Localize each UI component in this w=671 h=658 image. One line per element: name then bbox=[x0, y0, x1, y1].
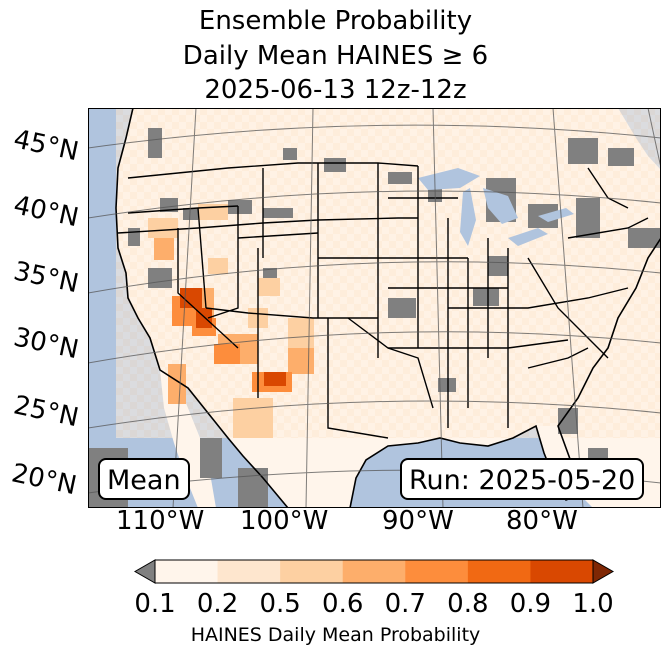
colorbar-cell bbox=[342, 560, 406, 583]
lat-label-20: 20°N bbox=[8, 458, 80, 502]
colorbar-cell bbox=[467, 560, 531, 583]
colorbar-tick-label: 0.8 bbox=[447, 589, 489, 619]
lat-label-40: 40°N bbox=[10, 190, 82, 234]
title-line-1: Ensemble Probability bbox=[198, 6, 473, 36]
colorbar-tick-label: 0.1 bbox=[134, 589, 176, 619]
colorbar-cell bbox=[530, 560, 594, 583]
great-lakes bbox=[418, 168, 574, 246]
colorbar-cell bbox=[405, 560, 469, 583]
colorbar-tick-label: 0.9 bbox=[509, 589, 552, 619]
lon-label-80: 80°W bbox=[506, 506, 578, 536]
colorbar bbox=[133, 559, 615, 584]
lat-label-35: 35°N bbox=[10, 256, 82, 300]
colorbar-under-triangle bbox=[133, 559, 156, 584]
lat-label-25: 25°N bbox=[10, 390, 82, 434]
title-line-2: Daily Mean HAINES ≥ 6 bbox=[182, 41, 489, 71]
colorbar-over-triangle bbox=[592, 559, 615, 584]
lon-label-90: 90°W bbox=[382, 506, 454, 536]
lat-label-30: 30°N bbox=[10, 322, 82, 366]
colorbar-cell bbox=[280, 560, 344, 583]
title-line-3: 2025-06-13 12z-12z bbox=[204, 75, 467, 105]
lat-label-45: 45°N bbox=[10, 124, 82, 168]
stat-label-box: Mean bbox=[98, 458, 190, 500]
map-panel bbox=[88, 108, 661, 508]
colorbar-label: HAINES Daily Mean Probability bbox=[190, 624, 481, 646]
state-boundaries bbox=[117, 162, 649, 439]
lon-label-110: 110°W bbox=[116, 506, 205, 536]
colorbar-cell bbox=[217, 560, 281, 583]
colorbar-tick-label: 0.5 bbox=[259, 589, 301, 619]
lon-label-100: 100°W bbox=[240, 506, 329, 536]
colorbar-tick-label: 0.6 bbox=[322, 589, 364, 619]
run-date-box: Run: 2025-05-20 bbox=[400, 458, 645, 500]
colorbar-tick-label: 0.7 bbox=[384, 589, 426, 619]
colorbar-tick-label: 1.0 bbox=[572, 589, 614, 619]
colorbar-cell bbox=[155, 560, 219, 583]
colorbar-tick-label: 0.2 bbox=[196, 589, 239, 619]
